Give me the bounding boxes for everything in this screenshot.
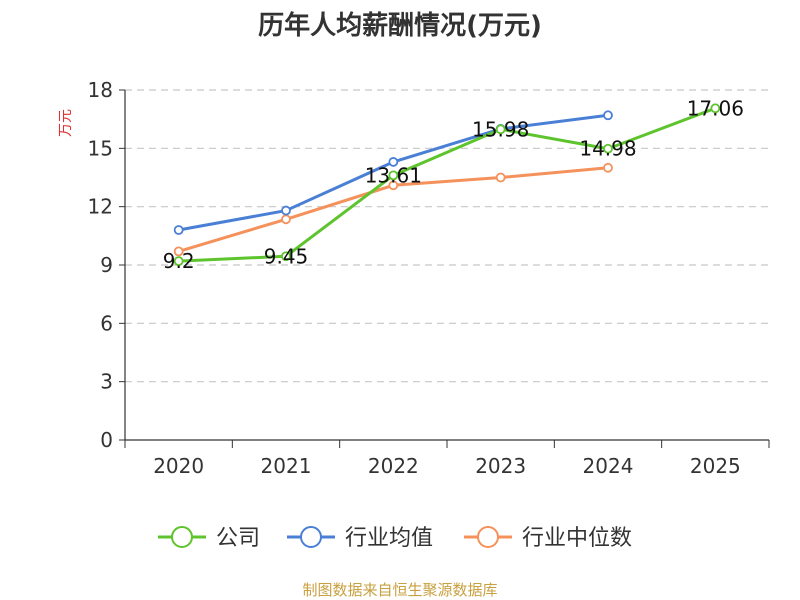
data-label: 14.98 [579, 137, 636, 161]
legend-label: 行业中位数 [522, 526, 632, 551]
legend-marker [300, 526, 322, 548]
axes: 0 3 6 9 12 15 18 2020 2021 2022 2023 2024 2025 [88, 78, 770, 478]
y-tick-label: 0 [100, 428, 113, 452]
data-labels: 9.2 9.45 13.61 15.98 14.98 17.06 [163, 96, 744, 273]
legend-marker [171, 526, 193, 548]
data-point [495, 172, 506, 183]
legend-label: 公司 [216, 526, 260, 551]
series-line [178, 106, 716, 263]
data-point [388, 180, 399, 191]
legend-marker [477, 526, 499, 548]
y-tick-label: 18 [88, 78, 113, 102]
x-tick-label: 2022 [368, 454, 419, 478]
x-tick-label: 2025 [690, 454, 741, 478]
legend: 公司 行业均值 行业中位数 [158, 526, 632, 551]
data-label: 9.45 [264, 244, 309, 268]
data-point [710, 103, 721, 114]
y-tick-label: 9 [100, 253, 113, 277]
data-point [495, 124, 506, 135]
x-tick-label: 2021 [261, 454, 312, 478]
chart-title: 历年人均薪酬情况(万元) [258, 10, 542, 41]
data-point [603, 162, 613, 173]
data-point [603, 143, 613, 154]
data-label: 17.06 [687, 96, 744, 120]
y-tick-label: 15 [88, 136, 113, 160]
y-tick-label: 3 [100, 370, 113, 394]
data-point [281, 251, 291, 262]
x-tick-label: 2020 [153, 454, 204, 478]
data-point [281, 214, 291, 225]
data-point [603, 110, 613, 121]
x-tick-label: 2024 [583, 454, 634, 478]
legend-label: 行业均值 [345, 526, 433, 551]
data-point [173, 256, 184, 267]
data-point [173, 225, 184, 235]
data-point [281, 205, 291, 216]
data-point [388, 170, 399, 181]
y-axis-label: 万元 [58, 109, 74, 137]
data-label: 13.61 [365, 163, 422, 187]
source-note: 制图数据来自恒生聚源数据库 [302, 581, 497, 599]
y-tick-label: 12 [88, 195, 113, 219]
data-label: 9.2 [163, 249, 195, 273]
data-point [388, 157, 399, 167]
x-tick-label: 2023 [475, 454, 526, 478]
series-group [173, 103, 721, 267]
grid-lines [125, 89, 769, 383]
data-label: 15.98 [472, 117, 529, 141]
data-point [173, 246, 184, 257]
y-tick-label: 6 [100, 311, 113, 335]
